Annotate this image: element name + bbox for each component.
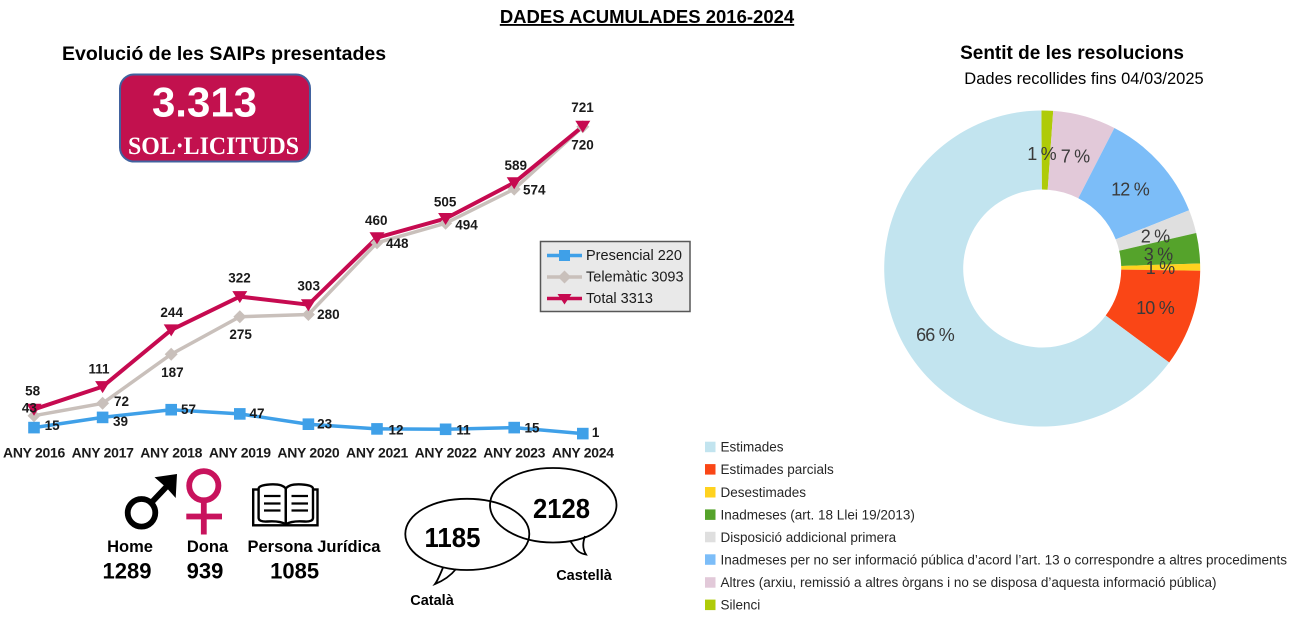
svg-text:23: 23 <box>317 417 333 432</box>
svg-text:280: 280 <box>317 307 340 322</box>
svg-text:275: 275 <box>229 327 252 342</box>
svg-text:Total 3313: Total 3313 <box>586 291 653 307</box>
svg-text:Estimades parcials: Estimades parcials <box>721 462 835 477</box>
svg-text:322: 322 <box>228 270 251 285</box>
svg-text:1 %: 1 % <box>1146 258 1175 278</box>
svg-text:15: 15 <box>524 421 540 436</box>
svg-text:Presencial 220: Presencial 220 <box>586 248 682 264</box>
svg-text:Inadmeses (art. 18 Llei 19/201: Inadmeses (art. 18 Llei 19/2013) <box>721 507 915 522</box>
svg-text:505: 505 <box>434 194 457 209</box>
svg-text:10 %: 10 % <box>1136 298 1175 318</box>
svg-text:ANY 2023: ANY 2023 <box>483 445 545 461</box>
svg-text:1289: 1289 <box>103 559 152 584</box>
svg-text:12: 12 <box>388 423 403 438</box>
svg-text:ANY 2017: ANY 2017 <box>72 445 134 461</box>
svg-text:47: 47 <box>249 406 264 421</box>
svg-text:15: 15 <box>45 418 61 433</box>
svg-text:Inadmeses per no ser informaci: Inadmeses per no ser informació pública … <box>721 552 1288 567</box>
svg-text:303: 303 <box>297 279 320 294</box>
svg-text:Català: Català <box>410 593 454 609</box>
svg-text:ANY 2018: ANY 2018 <box>140 445 202 461</box>
svg-text:11: 11 <box>456 423 471 438</box>
svg-text:Dona: Dona <box>187 538 229 556</box>
svg-text:57: 57 <box>181 402 196 417</box>
svg-text:39: 39 <box>113 414 128 429</box>
svg-text:589: 589 <box>505 158 528 173</box>
svg-text:460: 460 <box>365 213 388 228</box>
svg-text:494: 494 <box>455 217 478 232</box>
svg-text:3 %: 3 % <box>1144 245 1173 265</box>
svg-text:66 %: 66 % <box>916 325 955 345</box>
svg-text:7 %: 7 % <box>1061 147 1090 167</box>
svg-text:1185: 1185 <box>425 522 481 553</box>
svg-text:Telemàtic 3093: Telemàtic 3093 <box>586 270 684 286</box>
svg-text:2128: 2128 <box>533 493 590 524</box>
svg-text:Altres (arxiu, remissió a altr: Altres (arxiu, remissió a altres òrgans … <box>721 575 1217 590</box>
svg-text:58: 58 <box>25 384 41 399</box>
svg-text:Silenci: Silenci <box>721 598 761 613</box>
svg-text:Home: Home <box>107 538 153 556</box>
svg-text:Estimades: Estimades <box>721 440 784 455</box>
svg-text:111: 111 <box>88 362 110 377</box>
svg-text:DADES ACUMULADES 2016-2024: DADES ACUMULADES 2016-2024 <box>500 6 795 27</box>
svg-text:ANY 2024: ANY 2024 <box>552 445 614 461</box>
svg-text:Sentit de les resolucions: Sentit de les resolucions <box>960 43 1184 64</box>
svg-text:43: 43 <box>22 401 38 416</box>
svg-text:72: 72 <box>114 394 129 409</box>
svg-text:ANY 2020: ANY 2020 <box>277 445 339 461</box>
svg-text:Castellà: Castellà <box>556 568 613 584</box>
svg-text:448: 448 <box>386 236 409 251</box>
svg-text:Dades recollides fins 04/03/20: Dades recollides fins 04/03/2025 <box>964 70 1203 88</box>
svg-text:939: 939 <box>187 559 224 584</box>
svg-text:ANY 2022: ANY 2022 <box>415 445 477 461</box>
svg-text:Persona Jurídica: Persona Jurídica <box>248 538 382 556</box>
svg-text:ANY 2021: ANY 2021 <box>346 445 408 461</box>
svg-text:SOL·LICITUDS: SOL·LICITUDS <box>128 133 299 160</box>
svg-text:Evolució de les SAIPs presenta: Evolució de les SAIPs presentades <box>62 43 386 65</box>
svg-text:ANY 2016: ANY 2016 <box>3 445 65 461</box>
svg-text:ANY 2019: ANY 2019 <box>209 445 271 461</box>
svg-text:1 %: 1 % <box>1027 144 1056 164</box>
svg-text:3.313: 3.313 <box>152 79 257 126</box>
svg-text:244: 244 <box>160 305 183 320</box>
svg-text:12 %: 12 % <box>1111 180 1150 200</box>
svg-text:721: 721 <box>571 100 594 115</box>
svg-text:2 %: 2 % <box>1141 227 1170 247</box>
svg-text:1085: 1085 <box>270 559 319 584</box>
svg-text:1: 1 <box>592 425 600 440</box>
svg-text:720: 720 <box>571 138 594 153</box>
svg-text:Disposició addicional primera: Disposició addicional primera <box>721 530 897 545</box>
svg-text:Desestimades: Desestimades <box>721 485 807 500</box>
svg-text:574: 574 <box>523 183 546 198</box>
svg-text:187: 187 <box>161 365 184 380</box>
